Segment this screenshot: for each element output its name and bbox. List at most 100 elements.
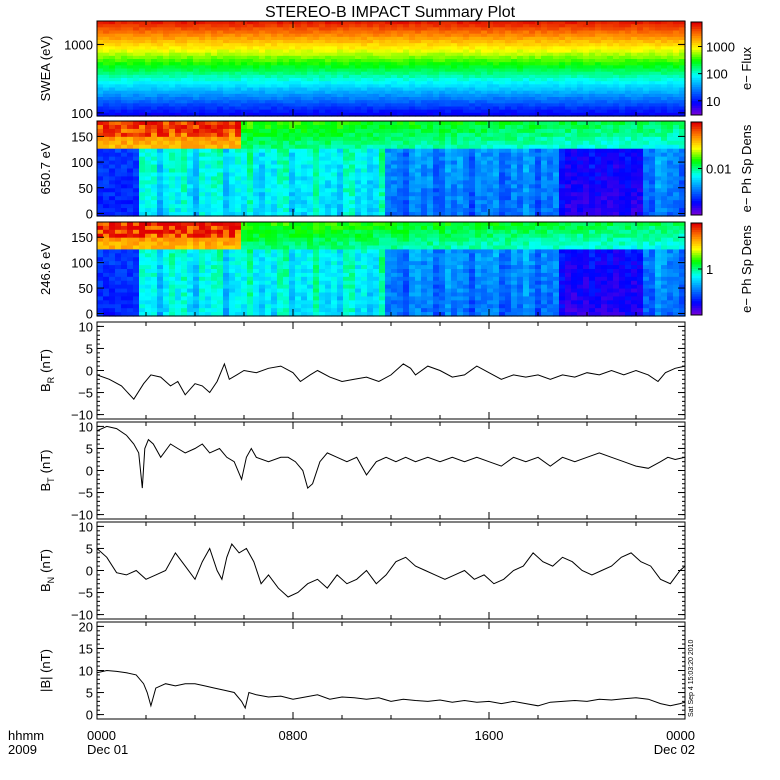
spectrogram-cell [121,200,128,205]
spectrogram-cell [493,196,500,201]
spectrogram-cell [235,74,242,79]
spectrogram-cell [337,180,344,185]
spectrogram-cell [133,109,140,114]
spectrogram-cell [337,81,344,85]
spectrogram-cell [469,168,476,174]
spectrogram-cell [133,90,140,95]
spectrogram-cell [313,33,320,38]
spectrogram-cell [415,192,422,197]
spectrogram-cell [127,78,134,82]
spectrogram-cell [499,200,506,205]
spectrogram-cell [163,87,170,92]
spectrogram-cell [385,128,392,134]
spectrogram-cell [103,192,110,197]
spectrogram-cell [169,103,176,108]
spectrogram-cell [205,81,212,85]
spectrogram-2 [97,121,686,217]
spectrogram-cell [169,36,176,41]
spectrogram-cell [169,148,176,154]
spectrogram-cell [157,156,164,162]
spectrogram-cell [187,59,194,63]
spectrogram-cell [391,156,398,162]
spectrogram-cell [655,74,662,79]
spectrogram-cell [145,71,152,76]
spectrogram-cell [337,144,344,150]
spectrogram-cell [367,71,374,76]
spectrogram-cell [217,128,224,134]
spectrogram-cell [247,160,254,166]
spectrogram-cell [427,200,434,205]
spectrogram-cell [469,24,476,28]
spectrogram-cell [613,84,620,89]
spectrogram-cell [349,33,356,38]
spectrogram-cell [421,74,428,79]
spectrogram-cell [343,59,350,63]
spectrogram-cell [499,208,506,213]
spectrogram-cell [577,128,584,134]
spectrogram-cell [133,78,140,82]
spectrogram-cell [517,164,524,170]
spectrogram-cell [445,93,452,98]
spectrogram-cell [109,184,116,189]
spectrogram-cell [205,188,212,193]
spectrogram-cell [445,124,452,130]
spectrogram-cell [565,208,572,213]
spectrogram-cell [613,103,620,108]
spectrogram-cell [319,160,326,166]
spectrogram-cell [385,132,392,138]
spectrogram-cell [307,156,314,162]
spectrogram-cell [361,49,368,54]
spectrogram-cell [673,90,680,95]
spectrogram-cell [109,112,116,117]
spectrogram-cell [403,180,410,185]
spectrogram-cell [199,46,206,51]
spectrogram-cell [175,93,182,98]
spectrogram-cell [451,148,458,154]
spectrogram-cell [301,74,308,79]
spectrogram-cell [379,30,386,35]
spectrogram-cell [613,52,620,57]
spectrogram-cell [421,144,428,150]
spectrogram-cell [481,65,488,70]
spectrogram-cell [109,65,116,70]
spectrogram-cell [535,71,542,76]
spectrogram-cell [259,208,266,213]
spectrogram-cell [475,168,482,174]
spectrogram-cell [211,59,218,63]
spectrogram-cell [421,208,428,213]
spectrogram-cell [121,78,128,82]
spectrogram-cell [151,184,158,189]
spectrogram-cell [319,68,326,73]
spectrogram-cell [145,208,152,213]
spectrogram-cell [649,36,656,41]
spectrogram-cell [523,52,530,57]
spectrogram-cell [397,59,404,63]
spectrogram-cell [421,97,428,101]
spectrogram-cell [481,52,488,57]
spectrogram-cell [577,81,584,85]
spectrogram-cell [175,106,182,111]
spectrogram-cell [373,52,380,57]
spectrogram-cell [145,188,152,193]
spectrogram-cell [529,144,536,150]
colorbar-swatch [691,70,702,74]
spectrogram-cell [511,21,518,25]
spectrogram-cell [349,21,356,25]
spectrogram-cell [499,176,506,181]
spectrogram-cell [337,172,344,178]
spectrogram-cell [313,46,320,51]
spectrogram-cell [667,71,674,76]
spectrogram-cell [289,132,296,138]
spectrogram-cell [667,74,674,79]
spectrogram-cell [379,152,386,158]
spectrogram-cell [559,30,566,35]
spectrogram-cell [547,144,554,150]
spectrogram-cell [271,121,278,126]
spectrogram-cell [511,90,518,95]
spectrogram-cell [523,71,530,76]
spectrogram-cell [163,100,170,104]
spectrogram-cell [559,180,566,185]
spectrogram-cell [181,200,188,205]
spectrogram-cell [127,204,134,209]
spectrogram-cell [217,84,224,89]
